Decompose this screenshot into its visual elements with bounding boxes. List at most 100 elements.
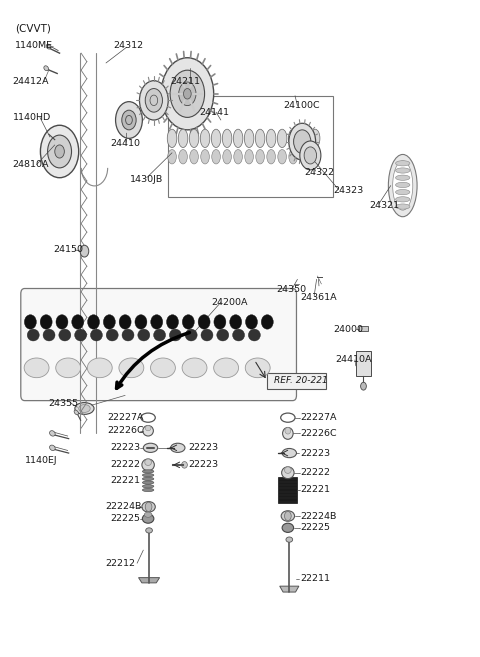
Text: 24211: 24211 — [170, 78, 201, 87]
Ellipse shape — [289, 150, 298, 164]
Ellipse shape — [283, 428, 293, 440]
Ellipse shape — [214, 315, 226, 329]
Text: 24000: 24000 — [333, 325, 363, 334]
Ellipse shape — [311, 129, 320, 148]
Text: 1140EJ: 1140EJ — [24, 457, 57, 465]
Circle shape — [285, 511, 291, 520]
Ellipse shape — [49, 431, 55, 436]
Circle shape — [294, 130, 311, 154]
Text: 24350: 24350 — [276, 284, 306, 294]
Text: 22223: 22223 — [300, 449, 330, 457]
Circle shape — [170, 70, 204, 118]
Ellipse shape — [396, 182, 410, 187]
Ellipse shape — [222, 129, 232, 148]
Polygon shape — [139, 578, 159, 583]
Ellipse shape — [151, 358, 175, 378]
Ellipse shape — [189, 129, 199, 148]
Ellipse shape — [167, 315, 179, 329]
Ellipse shape — [143, 488, 154, 491]
Ellipse shape — [244, 129, 254, 148]
Ellipse shape — [24, 358, 49, 378]
Ellipse shape — [396, 161, 410, 166]
Ellipse shape — [143, 426, 154, 436]
Text: 24321: 24321 — [369, 201, 399, 210]
Text: 22225: 22225 — [110, 514, 140, 523]
Ellipse shape — [396, 168, 410, 173]
Ellipse shape — [388, 154, 417, 217]
Ellipse shape — [288, 129, 298, 148]
Ellipse shape — [144, 512, 152, 517]
Ellipse shape — [300, 129, 309, 148]
Ellipse shape — [278, 150, 287, 164]
Text: 22226C: 22226C — [107, 426, 144, 436]
Bar — [278, 477, 298, 503]
Ellipse shape — [59, 329, 71, 341]
Ellipse shape — [234, 150, 242, 164]
Ellipse shape — [72, 315, 84, 329]
Ellipse shape — [122, 329, 134, 341]
Text: 24323: 24323 — [333, 187, 363, 195]
Text: (CVVT): (CVVT) — [15, 23, 51, 34]
Circle shape — [40, 125, 79, 177]
Circle shape — [289, 124, 316, 160]
Ellipse shape — [143, 481, 154, 484]
Text: 24322: 24322 — [305, 168, 335, 177]
Bar — [168, 96, 333, 197]
Ellipse shape — [90, 329, 102, 341]
Ellipse shape — [245, 315, 257, 329]
Text: 22222: 22222 — [300, 468, 330, 477]
Ellipse shape — [396, 204, 410, 209]
Bar — [356, 351, 371, 376]
Ellipse shape — [282, 523, 294, 532]
Text: 22227A: 22227A — [107, 413, 144, 422]
Ellipse shape — [214, 358, 239, 378]
Ellipse shape — [212, 150, 220, 164]
Ellipse shape — [142, 501, 156, 512]
Circle shape — [48, 135, 72, 168]
Ellipse shape — [266, 129, 276, 148]
Text: 24150: 24150 — [53, 245, 84, 254]
Ellipse shape — [211, 129, 221, 148]
Text: 24100C: 24100C — [283, 101, 320, 110]
Ellipse shape — [143, 470, 154, 473]
Ellipse shape — [178, 129, 188, 148]
Text: 1140HD: 1140HD — [12, 113, 51, 122]
Text: 24412A: 24412A — [12, 78, 49, 87]
Ellipse shape — [43, 329, 55, 341]
Ellipse shape — [87, 315, 99, 329]
Circle shape — [183, 89, 191, 99]
Ellipse shape — [56, 315, 68, 329]
Circle shape — [145, 502, 152, 511]
Ellipse shape — [142, 459, 155, 471]
Ellipse shape — [300, 150, 309, 164]
Text: 22222: 22222 — [110, 461, 140, 469]
Circle shape — [360, 382, 366, 390]
Ellipse shape — [27, 329, 39, 341]
Ellipse shape — [245, 358, 270, 378]
Circle shape — [116, 102, 143, 139]
Circle shape — [304, 147, 317, 164]
Ellipse shape — [138, 329, 150, 341]
Ellipse shape — [245, 150, 253, 164]
Ellipse shape — [396, 196, 410, 202]
Ellipse shape — [185, 329, 197, 341]
Ellipse shape — [396, 189, 410, 194]
Ellipse shape — [145, 459, 152, 466]
Text: 22223: 22223 — [188, 461, 218, 469]
FancyBboxPatch shape — [21, 288, 297, 401]
Ellipse shape — [44, 66, 48, 71]
Ellipse shape — [119, 315, 131, 329]
Ellipse shape — [282, 467, 294, 479]
Ellipse shape — [198, 315, 210, 329]
Text: 22224B: 22224B — [300, 512, 336, 520]
Ellipse shape — [49, 445, 55, 451]
Ellipse shape — [167, 129, 177, 148]
Ellipse shape — [190, 150, 198, 164]
Ellipse shape — [182, 358, 207, 378]
Ellipse shape — [74, 329, 86, 341]
Ellipse shape — [40, 315, 52, 329]
Ellipse shape — [223, 150, 231, 164]
Ellipse shape — [281, 510, 295, 521]
Circle shape — [122, 110, 136, 130]
Text: 22223: 22223 — [110, 443, 140, 452]
